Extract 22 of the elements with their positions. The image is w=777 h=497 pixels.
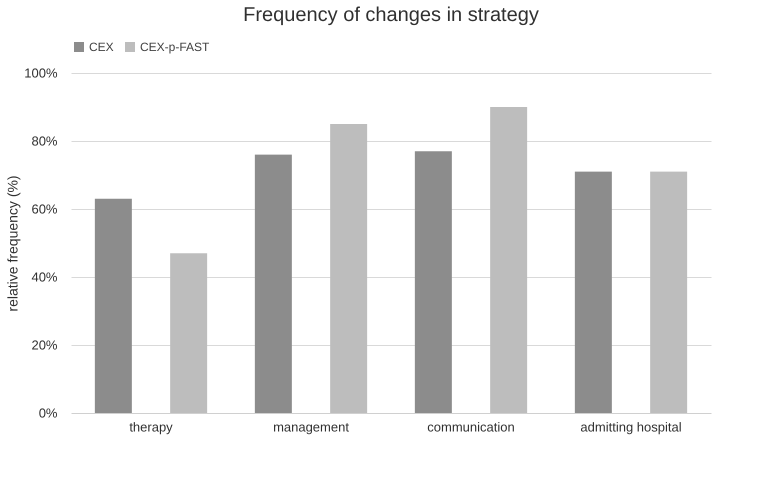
y-tick-label: 40% [31,270,58,284]
y-tick-label: 20% [31,338,58,352]
x-tick-label: communication [427,420,515,434]
y-tick-label: 100% [24,66,58,80]
x-tick-label: therapy [129,420,174,434]
y-axis-title: relative frequency (%) [4,175,20,312]
y-tick-label: 0% [38,406,58,420]
bar [94,198,132,413]
legend-label: CEX [89,40,114,54]
x-tick-label: management [273,420,350,434]
bar [254,154,292,413]
bar [490,107,528,413]
bar [170,253,208,413]
legend-label: CEX-p-FAST [140,40,210,54]
bar [650,172,688,413]
bar [414,151,452,413]
y-tick-label: 80% [31,134,58,148]
y-tick-label: 60% [31,202,58,216]
chart-title: Frequency of changes in strategy [243,4,539,26]
x-tick-label: admitting hospital [580,420,682,434]
bar [574,172,612,413]
bar [330,124,368,413]
